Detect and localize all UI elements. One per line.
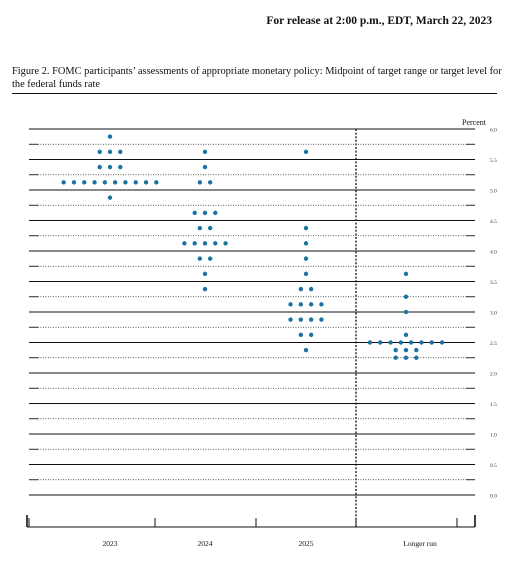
- dot: [82, 180, 87, 185]
- y-tick-label: 4.0: [490, 250, 497, 256]
- dot: [107, 134, 113, 139]
- dot: [207, 180, 213, 185]
- dot: [403, 294, 409, 299]
- dot: [202, 271, 208, 277]
- dot: [143, 180, 149, 185]
- dot: [303, 256, 309, 261]
- dot: [403, 271, 409, 277]
- y-tick-label: 5.5: [490, 158, 497, 164]
- dot: [207, 225, 213, 231]
- dot: [308, 332, 314, 338]
- dot: [223, 241, 228, 246]
- dot: [197, 225, 203, 231]
- dot: [408, 340, 414, 345]
- dot: [71, 180, 77, 185]
- dot: [133, 180, 138, 185]
- dot: [107, 164, 113, 170]
- dot: [202, 210, 208, 216]
- y-tick-label: 5.0: [490, 189, 497, 195]
- x-category-label: 2023: [103, 539, 118, 548]
- dot: [202, 286, 208, 292]
- x-category-label: 2025: [299, 539, 314, 548]
- dot: [388, 340, 393, 345]
- release-text: For release at 2:00 p.m., EDT, March 22,…: [266, 15, 492, 27]
- y-tick-label: 1.5: [490, 402, 497, 408]
- dot: [414, 347, 419, 353]
- dot: [207, 256, 213, 261]
- y-tick-label: 2.5: [490, 341, 497, 347]
- y-tick-label: 0.5: [490, 463, 497, 469]
- dot: [398, 340, 404, 345]
- dot: [213, 241, 218, 246]
- dot: [303, 347, 309, 353]
- dot: [439, 340, 445, 345]
- dot: [403, 332, 409, 338]
- dot: [123, 180, 128, 185]
- dot: [112, 180, 118, 185]
- figure-caption: Figure 2. FOMC participants’ assessments…: [12, 66, 502, 90]
- dot: [308, 317, 314, 322]
- dot: [97, 164, 102, 170]
- x-category-label: Longer run: [403, 539, 437, 548]
- dot: [197, 180, 203, 185]
- y-axis-label: Percent: [462, 118, 487, 127]
- dot: [298, 302, 304, 307]
- y-tick-label: 4.5: [490, 219, 497, 225]
- participant-dots: [61, 134, 445, 360]
- caption-rule: [12, 93, 497, 94]
- dot: [107, 149, 113, 155]
- dot: [61, 180, 66, 185]
- dot: [118, 164, 123, 170]
- x-category-label: 2024: [198, 539, 213, 548]
- dot: [303, 149, 309, 155]
- dot: [393, 355, 398, 360]
- dot: [154, 180, 159, 185]
- dot: [367, 340, 373, 345]
- dot: [182, 241, 187, 246]
- dot: [403, 355, 409, 360]
- dot: [192, 210, 197, 216]
- dot: [414, 355, 419, 360]
- dot: [288, 317, 293, 322]
- dot: [107, 195, 113, 200]
- x-axis: 2023 2024 2025 Longer run: [26, 515, 476, 548]
- dot: [429, 340, 434, 345]
- y-tick-label: 2.0: [490, 372, 497, 378]
- y-tick-label: 3.5: [490, 280, 497, 286]
- dot: [298, 317, 304, 322]
- y-tick-labels: 0.0 0.5 1.0 1.5 2.0 2.5 3.0 3.5 4.0 4.5 5.0 5.5 6.0: [490, 128, 497, 500]
- dot: [393, 347, 398, 353]
- dot: [303, 241, 309, 246]
- dot: [308, 286, 314, 292]
- dot: [319, 302, 324, 307]
- dot: [308, 302, 314, 307]
- y-tick-label: 3.0: [490, 311, 497, 317]
- y-tick-label: 1.0: [490, 433, 497, 439]
- dot: [319, 317, 324, 322]
- dot: [97, 149, 102, 155]
- dot: [403, 347, 409, 353]
- y-tick-label: 0.0: [490, 494, 497, 500]
- dot: [403, 309, 409, 315]
- dot: [419, 340, 424, 345]
- dot: [202, 241, 208, 246]
- dot: [102, 180, 108, 185]
- dot: [202, 149, 208, 155]
- dot: [288, 302, 293, 307]
- dot: [378, 340, 383, 345]
- y-tick-label: 6.0: [490, 128, 497, 134]
- dot: [303, 225, 309, 231]
- dot: [298, 332, 304, 338]
- dot: [298, 286, 304, 292]
- dot: [118, 149, 123, 155]
- dot: [202, 164, 208, 170]
- dot: [303, 271, 309, 277]
- dot: [197, 256, 203, 261]
- dot: [192, 241, 197, 246]
- dot: [213, 210, 218, 216]
- dot: [92, 180, 97, 185]
- gridlines: [29, 128, 475, 496]
